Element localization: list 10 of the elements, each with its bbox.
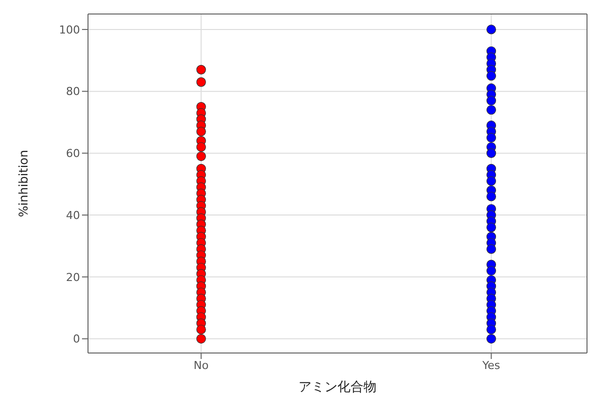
y-tick-label: 60 <box>66 147 80 160</box>
x-tick-label: No <box>194 358 209 372</box>
x-tick-label: Yes <box>481 358 500 372</box>
y-tick-label: 20 <box>66 270 80 284</box>
y-tick-label: 40 <box>66 208 80 222</box>
y-tick-label: 100 <box>59 23 80 36</box>
x-axis-title: アミン化合物 <box>298 380 376 395</box>
y-tick-label: 0 <box>73 332 80 346</box>
y-tick-label: 80 <box>66 85 80 98</box>
y-axis-title: %inhibition <box>16 150 30 218</box>
